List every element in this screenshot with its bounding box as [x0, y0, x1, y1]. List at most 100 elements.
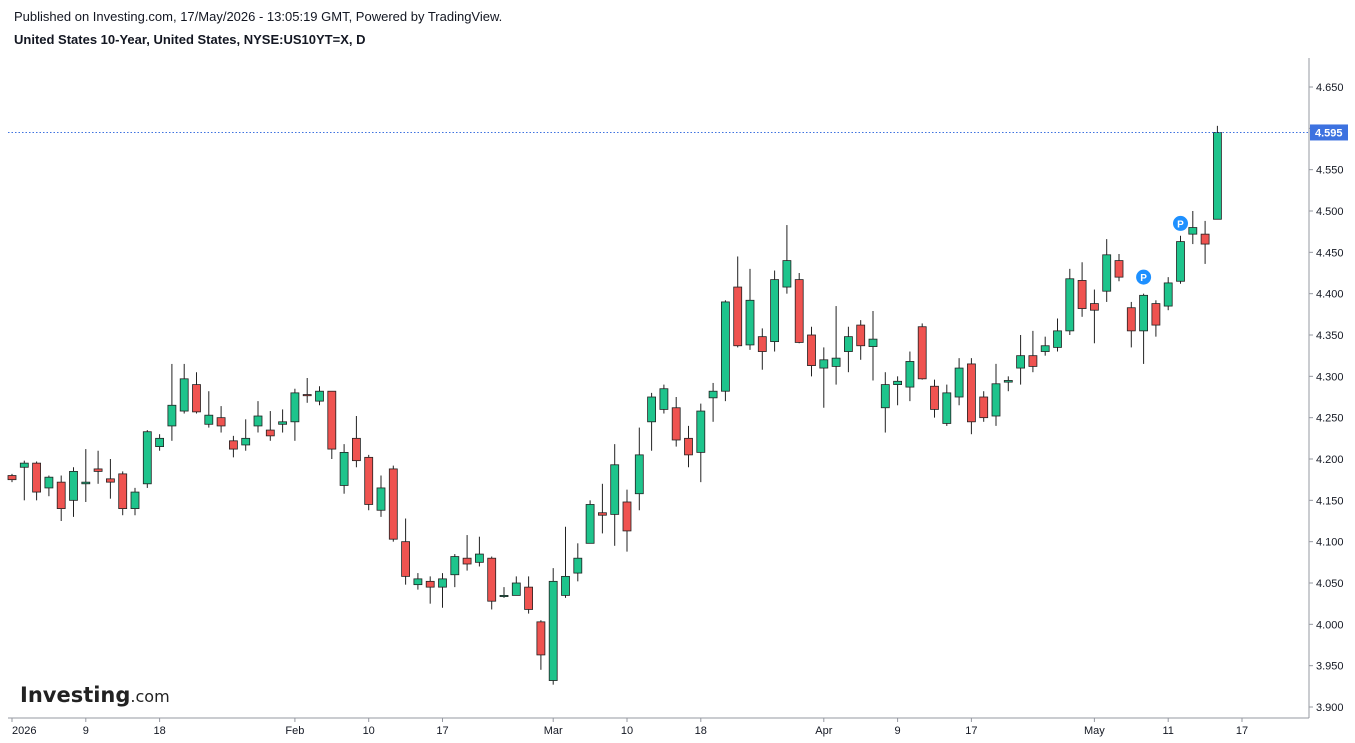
candle[interactable] — [905, 351, 915, 402]
candle[interactable] — [315, 386, 324, 406]
candle[interactable] — [7, 473, 17, 483]
candle[interactable] — [573, 543, 583, 582]
candle[interactable] — [757, 328, 767, 370]
candle[interactable] — [880, 372, 890, 433]
candle[interactable] — [93, 450, 103, 484]
candle[interactable] — [462, 535, 472, 571]
candle[interactable] — [745, 268, 755, 350]
candle[interactable] — [1188, 211, 1198, 245]
candle[interactable] — [376, 475, 386, 517]
candle[interactable] — [831, 306, 841, 385]
candle[interactable] — [179, 363, 189, 414]
candle[interactable] — [388, 465, 398, 542]
candle[interactable] — [155, 434, 165, 451]
candle[interactable] — [401, 518, 411, 585]
candle[interactable] — [425, 576, 435, 604]
candle[interactable] — [487, 556, 497, 610]
candle[interactable] — [561, 526, 570, 598]
candle[interactable] — [967, 358, 976, 435]
candle[interactable] — [1077, 262, 1087, 317]
candle[interactable] — [1114, 253, 1124, 282]
candle[interactable] — [351, 416, 361, 468]
candle[interactable] — [302, 377, 312, 403]
candle[interactable] — [930, 379, 939, 418]
candle[interactable] — [81, 449, 91, 502]
candle[interactable] — [1200, 220, 1210, 264]
candle[interactable] — [290, 388, 300, 441]
candle[interactable] — [868, 311, 878, 381]
candle[interactable] — [413, 573, 423, 590]
candle[interactable] — [585, 500, 595, 544]
candle[interactable] — [770, 270, 779, 352]
candle[interactable] — [106, 459, 115, 499]
candle[interactable] — [511, 576, 521, 596]
candle[interactable] — [917, 323, 927, 380]
candle[interactable] — [118, 471, 128, 516]
candle[interactable] — [32, 461, 41, 501]
candle[interactable] — [1139, 293, 1148, 364]
candle[interactable] — [733, 256, 743, 348]
candle[interactable] — [856, 320, 866, 360]
candle[interactable] — [327, 390, 337, 459]
candle[interactable] — [954, 358, 964, 406]
candle[interactable] — [979, 391, 989, 422]
candle[interactable] — [696, 403, 706, 483]
candle[interactable] — [807, 326, 816, 377]
candle[interactable] — [474, 536, 484, 567]
candle[interactable] — [167, 363, 177, 441]
candle[interactable] — [1016, 335, 1025, 385]
candle[interactable] — [598, 483, 607, 534]
candle[interactable] — [1028, 330, 1038, 373]
candle[interactable] — [991, 363, 1001, 426]
candle[interactable] — [1053, 318, 1062, 352]
candle[interactable] — [819, 347, 829, 408]
candle[interactable] — [610, 444, 620, 546]
candle[interactable] — [893, 376, 902, 406]
candle[interactable] — [942, 384, 952, 426]
candle[interactable] — [438, 573, 447, 608]
candle[interactable] — [1151, 300, 1161, 337]
candle[interactable] — [684, 425, 693, 468]
candle[interactable] — [659, 384, 669, 414]
candle[interactable] — [548, 568, 558, 685]
candle[interactable] — [216, 406, 226, 433]
candle[interactable] — [265, 411, 275, 441]
candle[interactable] — [56, 475, 66, 521]
candle[interactable] — [1090, 289, 1099, 344]
candle[interactable] — [671, 397, 681, 447]
candle[interactable] — [204, 391, 214, 428]
candle[interactable] — [708, 382, 718, 422]
candle[interactable] — [721, 300, 730, 402]
candle[interactable] — [536, 620, 546, 670]
candle[interactable] — [634, 427, 644, 511]
candle[interactable] — [622, 489, 632, 552]
candle[interactable] — [499, 587, 509, 598]
candle[interactable] — [1040, 336, 1050, 356]
candle[interactable] — [1126, 301, 1136, 348]
candle[interactable] — [450, 554, 460, 588]
candle[interactable] — [1102, 239, 1112, 302]
candle[interactable] — [69, 467, 78, 517]
candle[interactable] — [339, 444, 349, 494]
candle[interactable] — [278, 409, 288, 433]
candle[interactable] — [19, 460, 29, 501]
candle[interactable] — [647, 392, 656, 451]
candle[interactable] — [253, 401, 263, 433]
candle[interactable] — [1163, 277, 1173, 311]
candle[interactable] — [228, 435, 238, 458]
candle[interactable] — [364, 454, 374, 511]
candle[interactable] — [782, 225, 792, 294]
candle[interactable] — [1065, 268, 1075, 335]
candle[interactable] — [844, 326, 853, 373]
candle[interactable] — [142, 430, 152, 488]
candle[interactable] — [241, 419, 251, 451]
candle[interactable] — [1213, 125, 1222, 220]
pivot-marker[interactable]: P — [1173, 215, 1188, 231]
candle[interactable] — [524, 576, 533, 614]
candle[interactable] — [44, 475, 54, 497]
candle[interactable] — [1176, 235, 1185, 284]
pivot-marker[interactable]: P — [1136, 269, 1152, 285]
candle[interactable] — [1003, 376, 1013, 392]
candle[interactable] — [192, 372, 201, 414]
